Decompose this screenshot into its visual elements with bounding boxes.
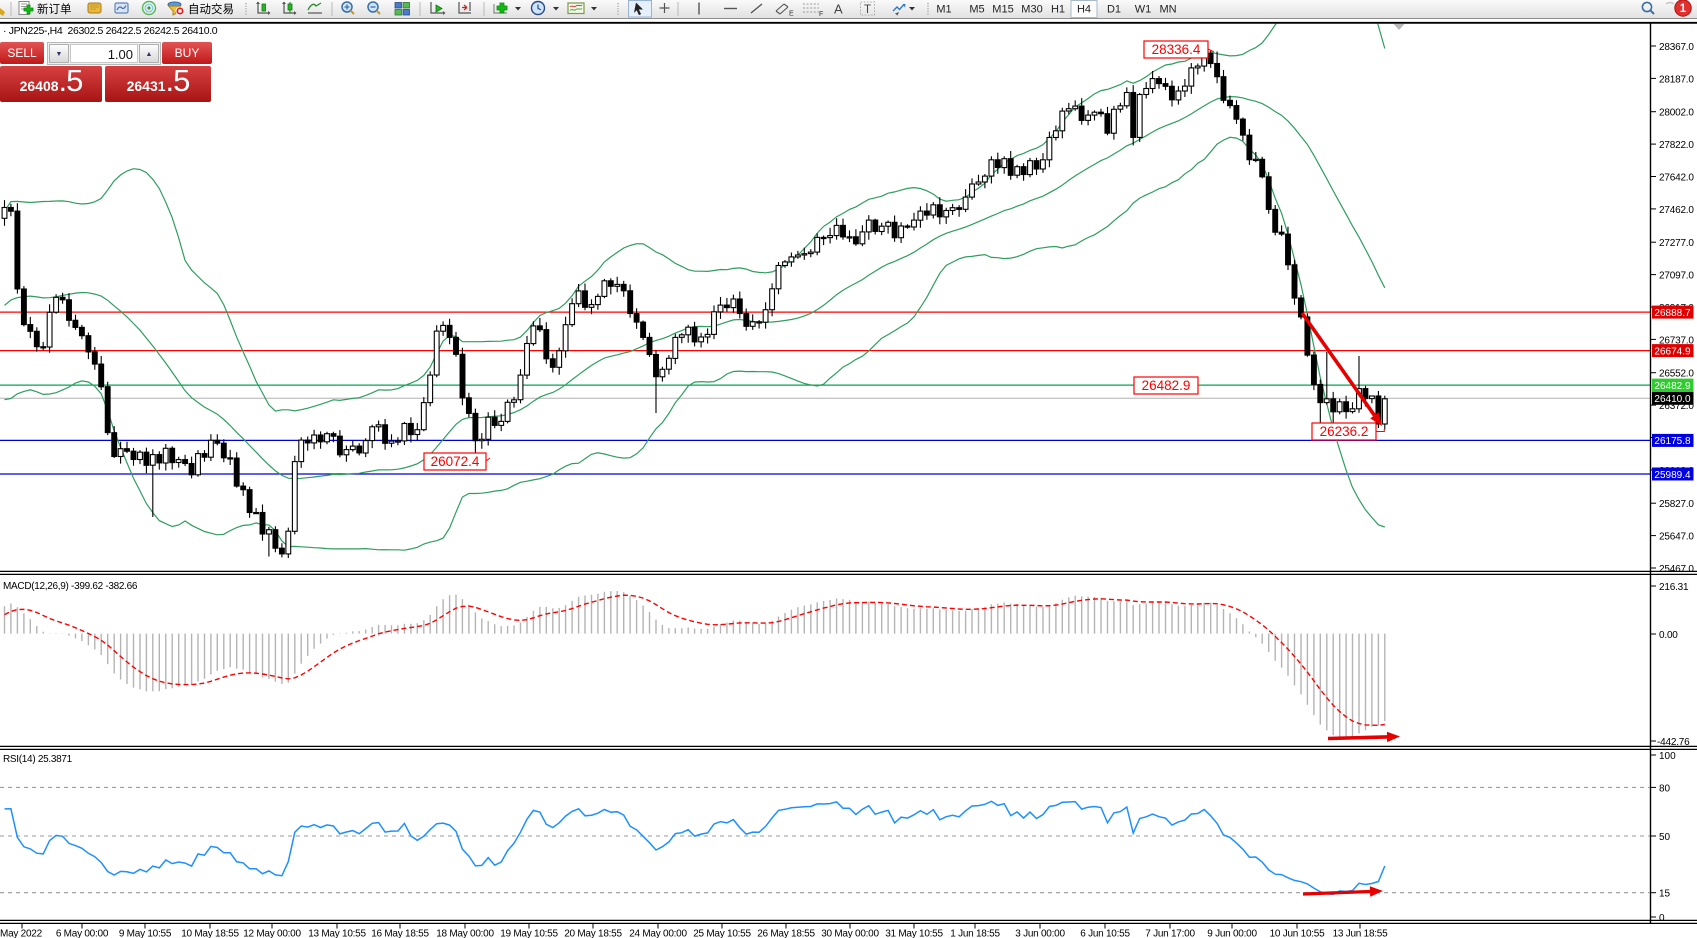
svg-text:12 May 00:00: 12 May 00:00 bbox=[243, 929, 301, 938]
svg-text:28187.0: 28187.0 bbox=[1659, 74, 1694, 85]
svg-text:28367.0: 28367.0 bbox=[1659, 42, 1694, 53]
svg-text:自动交易: 自动交易 bbox=[188, 2, 234, 16]
svg-text:50: 50 bbox=[1659, 832, 1671, 843]
svg-text:-442.76: -442.76 bbox=[1657, 737, 1690, 748]
svg-text:26737.0: 26737.0 bbox=[1659, 335, 1694, 346]
svg-text:May 2022: May 2022 bbox=[0, 929, 43, 938]
svg-text:216.31: 216.31 bbox=[1659, 582, 1689, 593]
svg-text:27097.0: 27097.0 bbox=[1659, 271, 1694, 282]
svg-text:26072.4: 26072.4 bbox=[431, 454, 480, 469]
svg-text:T: T bbox=[864, 4, 871, 16]
svg-text:100: 100 bbox=[1659, 751, 1676, 762]
svg-text:15: 15 bbox=[1659, 889, 1671, 900]
svg-text:6 May 00:00: 6 May 00:00 bbox=[56, 929, 109, 938]
svg-text:9 Jun 00:00: 9 Jun 00:00 bbox=[1207, 929, 1257, 938]
svg-text:M30: M30 bbox=[1021, 4, 1042, 16]
svg-text:MACD(12,26,9) -399.62 -382.66: MACD(12,26,9) -399.62 -382.66 bbox=[3, 581, 138, 592]
svg-text:24 May 00:00: 24 May 00:00 bbox=[629, 929, 687, 938]
svg-text:MN: MN bbox=[1159, 4, 1176, 16]
svg-text:27462.0: 27462.0 bbox=[1659, 205, 1694, 216]
svg-text:25647.0: 25647.0 bbox=[1659, 532, 1694, 543]
svg-text:27277.0: 27277.0 bbox=[1659, 238, 1694, 249]
svg-text:10 May 18:55: 10 May 18:55 bbox=[181, 929, 239, 938]
svg-text:30 May 00:00: 30 May 00:00 bbox=[821, 929, 879, 938]
svg-text:26175.8: 26175.8 bbox=[1654, 436, 1691, 447]
svg-text:13 May 10:55: 13 May 10:55 bbox=[308, 929, 366, 938]
svg-text:E: E bbox=[789, 11, 794, 18]
svg-text:25 May 10:55: 25 May 10:55 bbox=[693, 929, 751, 938]
svg-text:新订单: 新订单 bbox=[37, 2, 72, 16]
svg-text:26482.9: 26482.9 bbox=[1654, 381, 1691, 392]
svg-text:0.00: 0.00 bbox=[1659, 630, 1678, 641]
svg-text:13 Jun 18:55: 13 Jun 18:55 bbox=[1333, 929, 1389, 938]
svg-text:26410.0: 26410.0 bbox=[1654, 394, 1691, 405]
svg-text:25467.0: 25467.0 bbox=[1659, 564, 1694, 575]
svg-text:6 Jun 10:55: 6 Jun 10:55 bbox=[1080, 929, 1130, 938]
svg-text:31 May 10:55: 31 May 10:55 bbox=[885, 929, 943, 938]
svg-text:M1: M1 bbox=[936, 4, 951, 16]
svg-text:H1: H1 bbox=[1051, 4, 1065, 16]
svg-text:M5: M5 bbox=[969, 4, 984, 16]
svg-text:H4: H4 bbox=[1077, 4, 1091, 16]
svg-text:26482.9: 26482.9 bbox=[1142, 378, 1191, 393]
svg-text:9 May 10:55: 9 May 10:55 bbox=[119, 929, 172, 938]
svg-text:28002.0: 28002.0 bbox=[1659, 108, 1694, 119]
svg-text:A: A bbox=[834, 2, 843, 17]
svg-text:26888.7: 26888.7 bbox=[1654, 308, 1691, 319]
svg-text:RSI(14) 25.3871: RSI(14) 25.3871 bbox=[3, 754, 73, 765]
svg-text:D1: D1 bbox=[1107, 4, 1121, 16]
svg-text:3 Jun 00:00: 3 Jun 00:00 bbox=[1015, 929, 1065, 938]
svg-text:0: 0 bbox=[1659, 913, 1665, 924]
svg-text:26372.0: 26372.0 bbox=[1659, 401, 1694, 412]
svg-text:1 Jun 18:55: 1 Jun 18:55 bbox=[950, 929, 1000, 938]
svg-text:20 May 18:55: 20 May 18:55 bbox=[564, 929, 622, 938]
svg-text:16 May 18:55: 16 May 18:55 bbox=[371, 929, 429, 938]
svg-text:7 Jun 17:00: 7 Jun 17:00 bbox=[1145, 929, 1195, 938]
svg-text:80: 80 bbox=[1659, 783, 1671, 794]
svg-text:19 May 10:55: 19 May 10:55 bbox=[500, 929, 558, 938]
svg-text:F: F bbox=[819, 11, 823, 18]
svg-text:28336.4: 28336.4 bbox=[1152, 42, 1201, 57]
svg-text:27642.0: 27642.0 bbox=[1659, 173, 1694, 184]
svg-text:W1: W1 bbox=[1135, 4, 1152, 16]
svg-text:26 May 18:55: 26 May 18:55 bbox=[757, 929, 815, 938]
svg-text:26674.9: 26674.9 bbox=[1654, 346, 1691, 357]
svg-text:26552.0: 26552.0 bbox=[1659, 369, 1694, 380]
svg-text:10 Jun 10:55: 10 Jun 10:55 bbox=[1270, 929, 1326, 938]
svg-text:25827.0: 25827.0 bbox=[1659, 499, 1694, 510]
svg-text:26236.2: 26236.2 bbox=[1320, 424, 1369, 439]
svg-text:25989.4: 25989.4 bbox=[1654, 470, 1691, 481]
svg-text:M15: M15 bbox=[992, 4, 1013, 16]
svg-text:1: 1 bbox=[1680, 3, 1687, 15]
svg-text:27822.0: 27822.0 bbox=[1659, 140, 1694, 151]
svg-text:18 May 00:00: 18 May 00:00 bbox=[436, 929, 494, 938]
